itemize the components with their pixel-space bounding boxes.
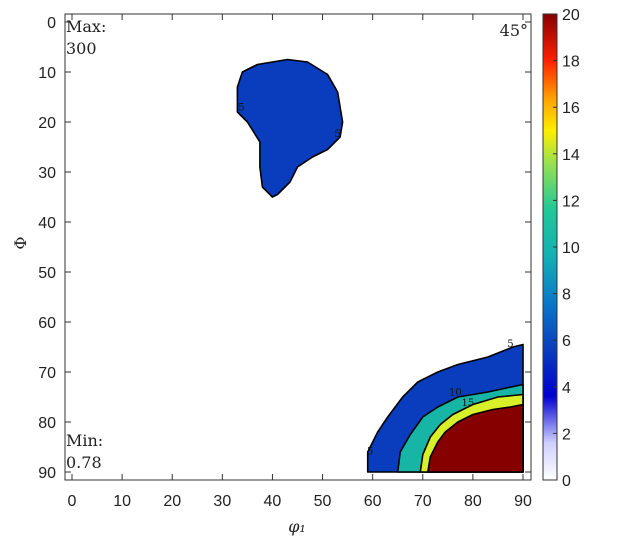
contour-label-3: 5 — [507, 339, 513, 350]
colorbar-tick-label: 4 — [562, 380, 571, 397]
max-value: 300 — [66, 39, 97, 58]
x-axis-label: φ₁ — [288, 517, 306, 536]
min-label: Min: — [66, 431, 103, 450]
x-tick-label: 20 — [163, 493, 181, 510]
contour-label-4: 10 — [449, 388, 462, 399]
x-tick-label: 70 — [414, 493, 432, 510]
y-tick-label: 20 — [38, 115, 56, 132]
x-tick-label: 10 — [113, 493, 131, 510]
y-tick-label: 90 — [38, 465, 56, 482]
axis-ticks: 0 10 20 30 40 50 60 70 80 90 0 10 20 30 40 50 60 70 80 90 — [38, 14, 532, 510]
y-tick-label: 40 — [38, 215, 56, 232]
max-label: Max: — [66, 17, 106, 36]
plot-frame — [64, 13, 532, 481]
colorbar-tick-label: 0 — [562, 473, 571, 490]
y-tick-label: 0 — [47, 15, 56, 32]
contour-label-5: 15 — [462, 398, 475, 409]
colorbar-tick-label: 16 — [562, 100, 580, 117]
contour-region-upper-blob — [236, 58, 344, 198]
colorbar-tick-label: 12 — [562, 193, 580, 210]
colorbar-tick-label: 14 — [562, 147, 580, 164]
y-tick-label: 70 — [38, 365, 56, 382]
colorbar-tick-label: 10 — [562, 240, 580, 257]
y-tick-label: 80 — [38, 415, 56, 432]
contour-label-2: 5 — [367, 447, 373, 458]
x-tick-label: 0 — [68, 493, 77, 510]
section-label: 45° — [500, 21, 528, 40]
colorbar-ticks: 0 2 4 6 8 10 12 14 16 18 20 — [553, 7, 580, 490]
colorbar-tick-label: 18 — [562, 54, 580, 71]
x-tick-label: 60 — [364, 493, 382, 510]
x-tick-label: 80 — [464, 493, 482, 510]
colorbar-tick-label: 6 — [562, 333, 571, 350]
min-value: 0.78 — [66, 453, 102, 472]
x-tick-label: 40 — [264, 493, 282, 510]
y-tick-label: 60 — [38, 315, 56, 332]
colorbar-tick-label: 20 — [562, 7, 580, 24]
colorbar-tick-label: 2 — [562, 426, 571, 443]
contour-label-1: 5 — [334, 129, 340, 140]
x-tick-label: 50 — [314, 493, 332, 510]
x-tick-label: 30 — [213, 493, 231, 510]
contour-regions — [236, 58, 524, 473]
contour-region-corner-level-20 — [427, 403, 524, 473]
colorbar-tick-label: 8 — [562, 287, 571, 304]
y-tick-label: 30 — [38, 165, 56, 182]
y-tick-label: 10 — [38, 65, 56, 82]
x-tick-label: 90 — [514, 493, 532, 510]
contour-label-0: 5 — [238, 103, 244, 114]
y-tick-label: 50 — [38, 265, 56, 282]
y-axis-label: Φ — [11, 236, 30, 249]
